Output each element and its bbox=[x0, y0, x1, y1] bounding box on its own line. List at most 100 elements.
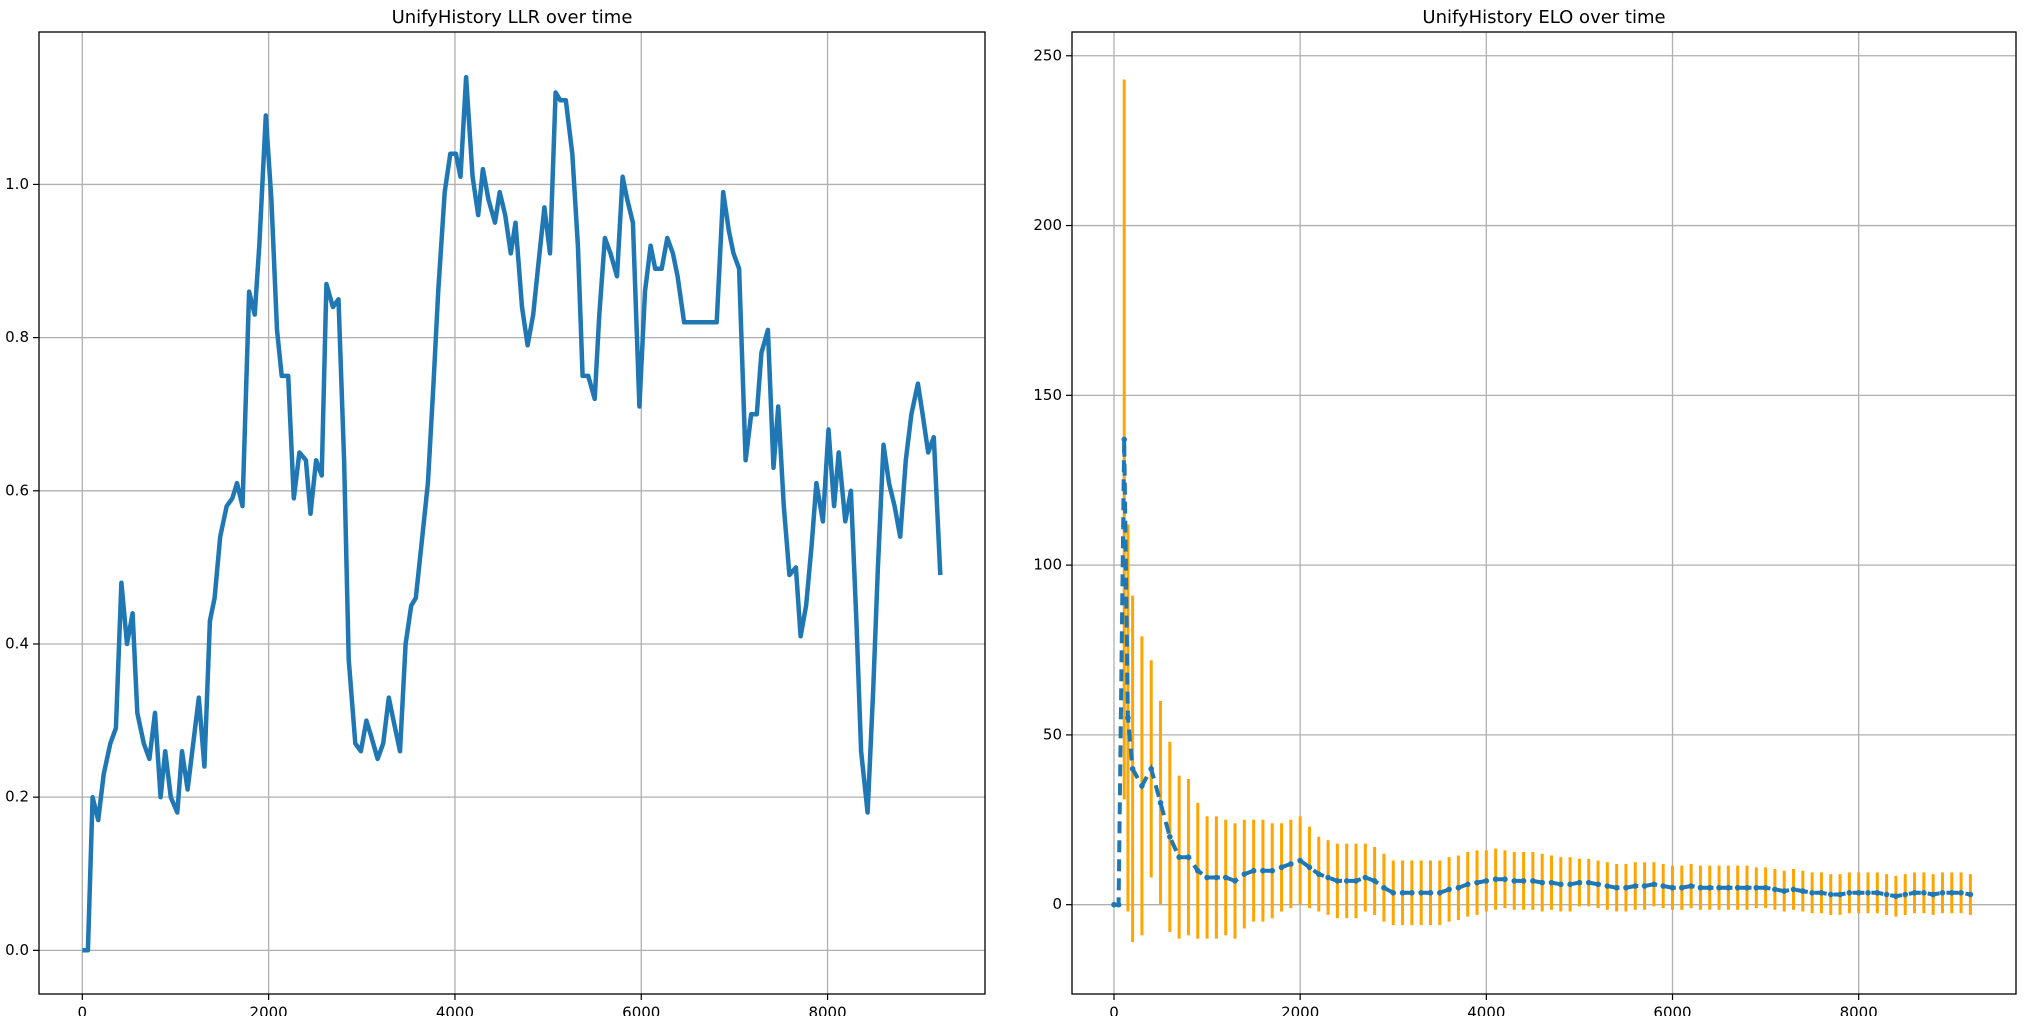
data-point bbox=[1436, 890, 1443, 896]
data-point bbox=[1371, 878, 1378, 884]
data-point bbox=[1306, 864, 1313, 871]
data-point bbox=[1176, 854, 1182, 860]
data-point bbox=[1157, 800, 1164, 806]
data-point bbox=[1539, 879, 1545, 886]
data-point bbox=[1167, 833, 1173, 840]
data-point bbox=[1558, 881, 1564, 888]
data-point bbox=[1260, 867, 1266, 874]
y-tick-label: 0.4 bbox=[5, 634, 29, 652]
y-tick-label: 150 bbox=[1033, 386, 1062, 404]
data-point bbox=[1595, 881, 1601, 888]
data-point bbox=[1827, 891, 1834, 898]
data-point bbox=[1288, 861, 1294, 867]
y-tick-label: 200 bbox=[1033, 216, 1062, 234]
data-point bbox=[1809, 890, 1815, 896]
data-point bbox=[1325, 874, 1331, 881]
data-point bbox=[1381, 884, 1387, 891]
data-point bbox=[1297, 857, 1303, 864]
data-point bbox=[1911, 890, 1918, 896]
x-tick-label: 2000 bbox=[250, 1004, 288, 1016]
data-point bbox=[1548, 879, 1555, 886]
x-tick-label: 8000 bbox=[808, 1004, 846, 1016]
x-tick-label: 4000 bbox=[1467, 1004, 1505, 1016]
data-point bbox=[1921, 890, 1927, 896]
data-point bbox=[1930, 891, 1936, 898]
data-point bbox=[1474, 879, 1480, 886]
data-point bbox=[1194, 867, 1201, 874]
data-point bbox=[1781, 888, 1788, 894]
data-point bbox=[1865, 890, 1871, 896]
data-point bbox=[1315, 871, 1322, 877]
data-point bbox=[1734, 884, 1741, 891]
y-tick-label: 250 bbox=[1033, 46, 1062, 64]
data-point bbox=[1585, 879, 1592, 886]
data-point bbox=[1232, 878, 1238, 884]
data-point bbox=[1613, 884, 1620, 891]
data-point bbox=[1623, 884, 1629, 891]
data-point bbox=[1725, 884, 1732, 891]
data-point bbox=[1772, 886, 1778, 893]
y-tick-label: 0.0 bbox=[5, 941, 29, 959]
y-tick-label: 0 bbox=[1052, 895, 1062, 913]
data-point bbox=[1688, 883, 1694, 889]
data-point bbox=[1399, 890, 1406, 896]
data-point bbox=[1651, 881, 1657, 888]
data-point bbox=[1446, 886, 1452, 893]
data-point bbox=[1269, 867, 1276, 874]
data-line bbox=[1114, 439, 1971, 907]
data-point bbox=[1567, 881, 1573, 888]
data-point bbox=[1948, 890, 1955, 896]
data-point bbox=[1139, 783, 1145, 789]
data-point bbox=[1511, 878, 1518, 884]
data-point bbox=[1362, 874, 1369, 881]
data-point bbox=[1939, 890, 1946, 896]
data-point bbox=[1115, 901, 1122, 908]
data-point bbox=[1632, 883, 1639, 889]
data-point bbox=[1669, 884, 1676, 891]
y-tick-label: 100 bbox=[1033, 556, 1062, 574]
data-point bbox=[1846, 890, 1853, 896]
data-point bbox=[1121, 436, 1128, 443]
data-point bbox=[1492, 876, 1499, 883]
data-point bbox=[1353, 878, 1359, 884]
data-point bbox=[1334, 878, 1341, 884]
data-point bbox=[1855, 890, 1862, 896]
data-point bbox=[1697, 884, 1704, 891]
data-point bbox=[1250, 867, 1257, 874]
data-point bbox=[1530, 878, 1536, 884]
data-point bbox=[1502, 876, 1508, 883]
data-point bbox=[1837, 891, 1843, 898]
data-point bbox=[1790, 886, 1797, 893]
data-point bbox=[1520, 878, 1527, 884]
axes-frame bbox=[38, 31, 986, 995]
x-tick-label: 6000 bbox=[622, 1004, 660, 1016]
data-point bbox=[1185, 854, 1192, 860]
data-point bbox=[1716, 884, 1722, 891]
data-point bbox=[1418, 890, 1424, 896]
data-point bbox=[1893, 893, 1899, 900]
x-tick-label: 0 bbox=[1109, 1004, 1119, 1016]
data-point bbox=[1604, 883, 1611, 889]
x-tick-label: 2000 bbox=[1281, 1004, 1319, 1016]
data-point bbox=[1204, 874, 1210, 881]
data-point bbox=[1129, 766, 1136, 772]
data-point bbox=[1125, 715, 1131, 721]
data-point bbox=[1111, 901, 1117, 908]
data-point bbox=[1213, 874, 1220, 881]
y-tick-label: 0.8 bbox=[5, 328, 29, 346]
data-point bbox=[1679, 884, 1685, 891]
data-point bbox=[1753, 884, 1760, 891]
data-point bbox=[1706, 884, 1713, 891]
data-point bbox=[1464, 881, 1471, 888]
chart-title: UnifyHistory LLR over time bbox=[392, 7, 633, 28]
data-point bbox=[1148, 766, 1155, 772]
data-point bbox=[1241, 871, 1248, 877]
data-point bbox=[1576, 879, 1583, 886]
data-point bbox=[1660, 883, 1666, 889]
chart-title: UnifyHistory ELO over time bbox=[1422, 7, 1665, 28]
data-point bbox=[1390, 890, 1397, 896]
data-point bbox=[1222, 874, 1229, 881]
y-tick-label: 0.2 bbox=[5, 788, 29, 806]
data-point bbox=[1483, 878, 1490, 884]
data-point bbox=[1641, 883, 1648, 889]
